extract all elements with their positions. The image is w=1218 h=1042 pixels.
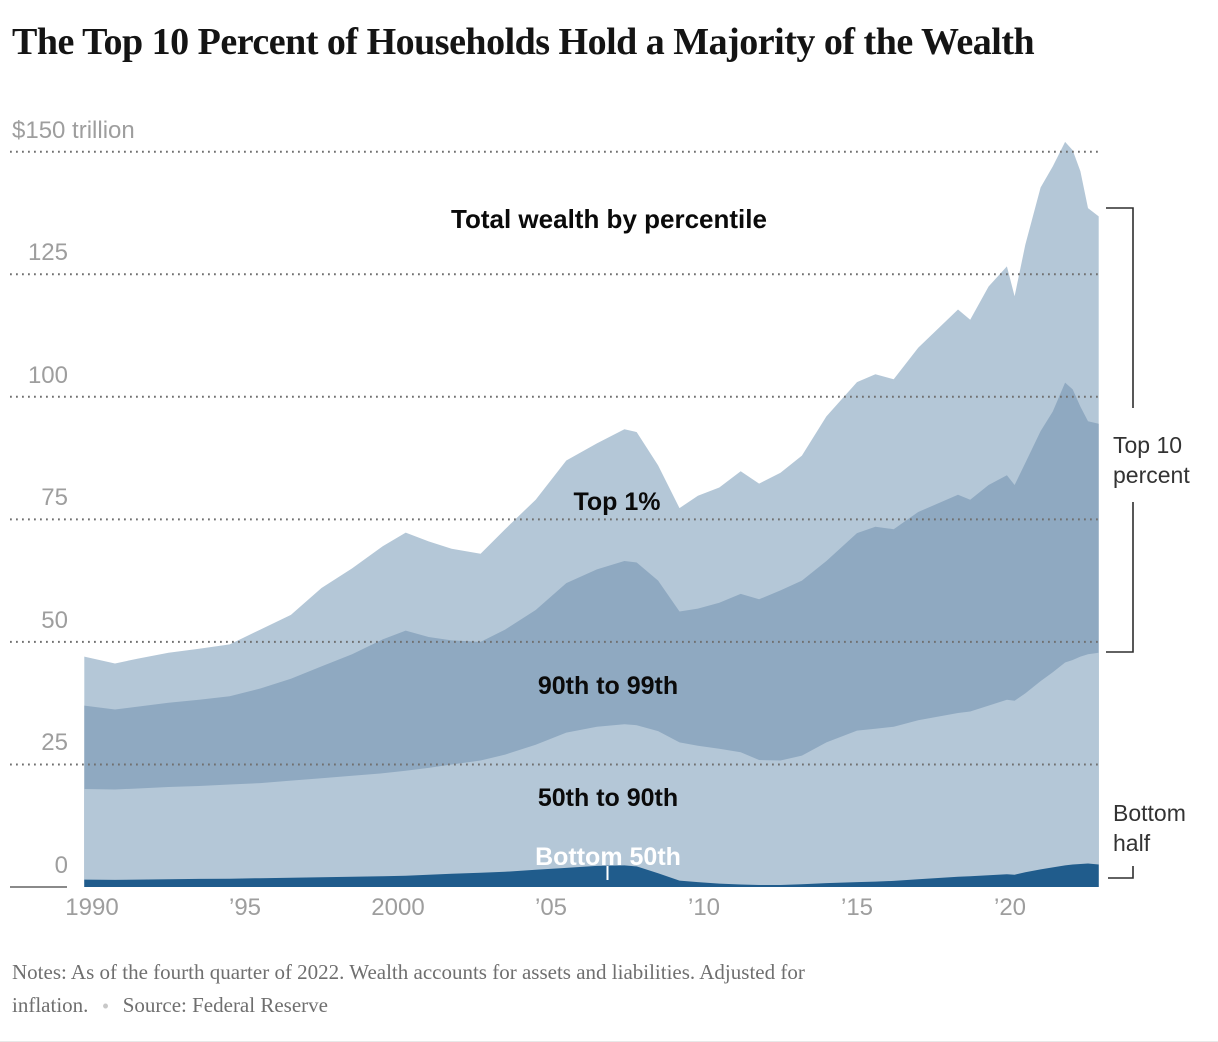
chart-notes: Notes: As of the fourth quarter of 2022.…: [12, 956, 1112, 1023]
notes-line1: Notes: As of the fourth quarter of 2022.…: [12, 960, 805, 984]
band-label-50th-90th: 50th to 90th: [537, 784, 679, 812]
y-axis-label-50: 50: [41, 606, 68, 634]
x-axis-label-2020: ’20: [993, 894, 1027, 921]
y-axis-label-75: 75: [41, 484, 68, 512]
notes-bullet: •: [102, 996, 109, 1016]
y-axis-label-25: 25: [41, 729, 68, 757]
x-axis-label-2015: ’15: [840, 894, 874, 921]
bracket-label-top-10-percent: Top 10 percent: [1113, 432, 1190, 488]
top-10-percent-bracket: [1106, 207, 1134, 653]
chart-heading: Total wealth by percentile: [451, 204, 767, 234]
band-label-top1: Top 1%: [573, 488, 661, 516]
x-axis-label-2005: ’05: [534, 894, 568, 921]
bottom-half-bracket: [1108, 866, 1134, 879]
y-axis-label-150: $150 trillion: [12, 116, 135, 144]
bracket-label-bottom-half: Bottom half: [1113, 800, 1186, 856]
y-axis-label-100: 100: [27, 361, 68, 389]
area-50th-to-90th: [84, 652, 1099, 887]
y-axis-label-125: 125: [27, 239, 68, 267]
notes-line2-start: inflation.: [12, 993, 89, 1017]
x-axis-label-1990: 1990: [65, 894, 119, 921]
y-axis-label-0: 0: [54, 852, 68, 879]
area-bottom-50th: [84, 863, 1099, 887]
band-label-bottom-50th: Bottom 50th: [535, 843, 681, 871]
band-label-90th-99th: 90th to 99th: [537, 672, 679, 700]
page-title: The Top 10 Percent of Households Hold a …: [12, 21, 1035, 63]
x-axis-label-2010: ’10: [687, 894, 721, 921]
x-axis-label-1995: ’95: [228, 894, 262, 921]
notes-source: Source: Federal Reserve: [122, 993, 328, 1017]
x-axis-label-2000: 2000: [371, 894, 425, 921]
